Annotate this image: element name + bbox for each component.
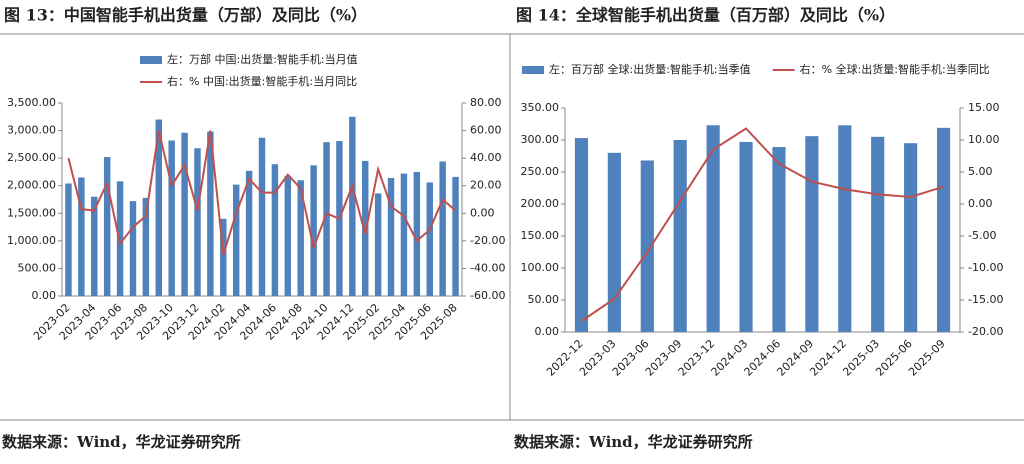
bar	[323, 142, 330, 296]
bar	[673, 140, 687, 332]
legend-label: 右：% 中国:出货量:智能手机:当月同比	[167, 74, 357, 88]
x-tick-label: 2025-09	[906, 337, 948, 379]
bar	[452, 176, 459, 296]
chart-title: 图 13：中国智能手机出货量（万部）及同比（%）	[4, 6, 367, 25]
legend-label: 右：% 全球:出货量:智能手机:当季同比	[800, 62, 990, 76]
y-tick-label: 200.00	[521, 197, 560, 210]
bar	[607, 152, 621, 332]
y2-tick-label: -60.00	[470, 289, 505, 302]
bar	[65, 183, 72, 296]
bar	[116, 181, 124, 296]
legend-swatch	[140, 56, 162, 64]
y2-tick-label: 20.00	[470, 179, 502, 192]
bar	[220, 218, 227, 296]
bar	[103, 157, 111, 296]
bar	[245, 170, 253, 296]
legend-swatch	[522, 66, 544, 74]
y2-tick-label: -15.00	[968, 293, 1003, 306]
bar	[426, 182, 433, 296]
bar	[168, 140, 175, 296]
y-tick-label: 100.00	[521, 261, 560, 274]
bar	[207, 131, 214, 296]
chart-title: 图 14：全球智能手机出货量（百万部）及同比（%）	[516, 6, 895, 25]
bar	[142, 197, 150, 296]
y2-tick-label: 80.00	[470, 96, 502, 109]
bar	[838, 125, 852, 332]
bar	[413, 171, 421, 296]
y-tick-label: 250.00	[521, 165, 560, 178]
y2-tick-label: 0.00	[470, 206, 495, 219]
y2-tick-label: 5.00	[968, 165, 993, 178]
bar	[374, 193, 382, 296]
y2-tick-label: -20.00	[470, 234, 505, 247]
y-tick-label: 50.00	[528, 293, 560, 306]
bar	[91, 196, 98, 296]
y2-tick-label: 60.00	[470, 124, 502, 137]
legend-label: 左：百万部 全球:出货量:智能手机:当季值	[549, 62, 751, 76]
bar	[181, 132, 188, 296]
bar	[155, 119, 162, 297]
y2-tick-label: -5.00	[968, 229, 996, 242]
bar	[271, 164, 279, 296]
bar	[871, 136, 885, 332]
bar	[805, 136, 819, 332]
bar	[936, 127, 951, 332]
bar	[640, 160, 654, 332]
y-tick-label: 2,500.00	[7, 151, 56, 164]
y-tick-label: 2,000.00	[7, 179, 56, 192]
y-tick-label: 500.00	[18, 261, 57, 274]
bar	[232, 184, 240, 296]
bar	[362, 160, 369, 296]
y-tick-label: 3,500.00	[7, 96, 56, 109]
y-tick-label: 3,000.00	[7, 124, 56, 137]
y-tick-label: 0.00	[535, 325, 560, 338]
bar	[439, 161, 446, 296]
y2-tick-label: -20.00	[968, 325, 1003, 338]
bar	[387, 177, 395, 296]
line	[580, 127, 944, 322]
bar	[904, 143, 918, 332]
bar	[310, 165, 317, 296]
bar	[194, 148, 201, 296]
y2-tick-label: 0.00	[968, 197, 993, 210]
y-tick-label: 1,000.00	[7, 234, 56, 247]
bar	[400, 173, 408, 296]
y-tick-label: 150.00	[521, 229, 560, 242]
y2-tick-label: -40.00	[470, 261, 505, 274]
bar	[739, 141, 753, 332]
bar	[574, 138, 589, 332]
y2-tick-label: 10.00	[968, 133, 1000, 146]
bar	[129, 201, 137, 296]
y-tick-label: 300.00	[521, 133, 560, 146]
source: 数据来源：Wind，华龙证券研究所	[514, 433, 753, 451]
y-tick-label: 1,500.00	[7, 206, 56, 219]
bar	[706, 125, 720, 332]
y-tick-label: 350.00	[521, 101, 560, 114]
y-tick-label: 0.00	[32, 289, 57, 302]
y2-tick-label: 40.00	[470, 151, 502, 164]
bar	[284, 175, 292, 296]
bar	[258, 137, 266, 296]
y2-tick-label: 15.00	[968, 101, 1000, 114]
bar	[297, 180, 304, 296]
source: 数据来源：Wind，华龙证券研究所	[2, 433, 241, 451]
bar	[349, 116, 356, 297]
line	[67, 130, 457, 255]
bar	[772, 147, 786, 332]
bar	[78, 177, 85, 296]
legend-label: 左：万部 中国:出货量:智能手机:当月值	[167, 52, 358, 66]
y2-tick-label: -10.00	[968, 261, 1003, 274]
